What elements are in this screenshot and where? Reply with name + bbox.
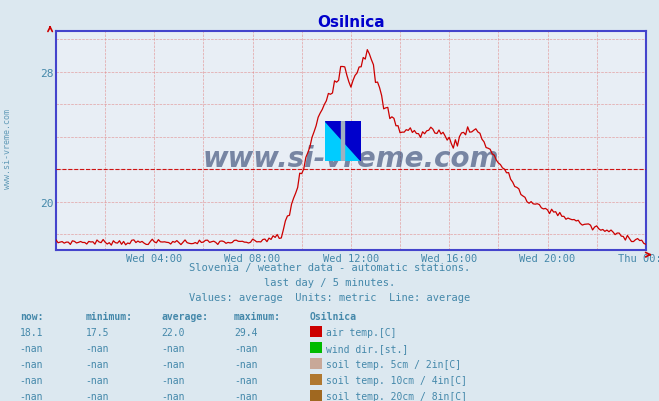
Text: 22.0: 22.0: [161, 327, 185, 337]
Text: minimum:: minimum:: [86, 311, 132, 321]
Text: soil temp. 5cm / 2in[C]: soil temp. 5cm / 2in[C]: [326, 359, 461, 369]
Text: -nan: -nan: [161, 391, 185, 401]
Text: soil temp. 20cm / 8in[C]: soil temp. 20cm / 8in[C]: [326, 391, 467, 401]
Text: Osilnica: Osilnica: [310, 311, 357, 321]
Text: wind dir.[st.]: wind dir.[st.]: [326, 343, 409, 353]
Text: -nan: -nan: [86, 343, 109, 353]
Polygon shape: [325, 122, 361, 162]
Polygon shape: [325, 122, 361, 162]
Text: soil temp. 10cm / 4in[C]: soil temp. 10cm / 4in[C]: [326, 375, 467, 385]
Text: -nan: -nan: [234, 375, 258, 385]
Text: -nan: -nan: [20, 391, 43, 401]
Title: Osilnica: Osilnica: [317, 14, 385, 30]
Text: 29.4: 29.4: [234, 327, 258, 337]
Text: www.si-vreme.com: www.si-vreme.com: [3, 108, 13, 188]
Text: -nan: -nan: [86, 375, 109, 385]
Text: -nan: -nan: [234, 343, 258, 353]
Text: Slovenia / weather data - automatic stations.: Slovenia / weather data - automatic stat…: [189, 263, 470, 273]
Text: now:: now:: [20, 311, 43, 321]
Text: maximum:: maximum:: [234, 311, 281, 321]
Text: last day / 5 minutes.: last day / 5 minutes.: [264, 277, 395, 288]
Text: -nan: -nan: [20, 343, 43, 353]
Text: -nan: -nan: [234, 391, 258, 401]
Text: -nan: -nan: [20, 375, 43, 385]
Text: -nan: -nan: [161, 343, 185, 353]
Text: 17.5: 17.5: [86, 327, 109, 337]
Text: air temp.[C]: air temp.[C]: [326, 327, 397, 337]
Text: www.si-vreme.com: www.si-vreme.com: [203, 145, 499, 173]
Polygon shape: [325, 122, 361, 162]
Text: -nan: -nan: [234, 359, 258, 369]
Text: -nan: -nan: [20, 359, 43, 369]
Text: 18.1: 18.1: [20, 327, 43, 337]
Text: -nan: -nan: [86, 391, 109, 401]
Text: -nan: -nan: [86, 359, 109, 369]
Text: Values: average  Units: metric  Line: average: Values: average Units: metric Line: aver…: [189, 292, 470, 302]
Text: -nan: -nan: [161, 359, 185, 369]
Polygon shape: [341, 122, 345, 162]
Text: -nan: -nan: [161, 375, 185, 385]
Text: average:: average:: [161, 311, 208, 321]
